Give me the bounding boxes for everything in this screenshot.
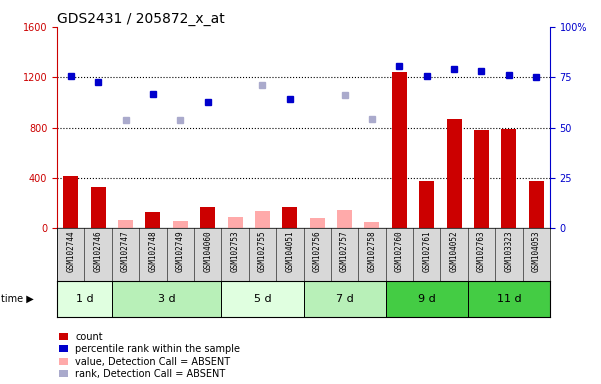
Text: GSM104053: GSM104053 bbox=[532, 230, 541, 272]
Text: 5 d: 5 d bbox=[254, 294, 271, 304]
Bar bbox=[310, 218, 325, 228]
Bar bbox=[392, 72, 407, 228]
Bar bbox=[57, 281, 112, 317]
Text: GSM102760: GSM102760 bbox=[395, 230, 404, 272]
Text: 11 d: 11 d bbox=[496, 294, 521, 304]
Bar bbox=[63, 175, 78, 228]
Text: GSM103323: GSM103323 bbox=[504, 230, 513, 272]
Text: 7 d: 7 d bbox=[336, 294, 353, 304]
Bar bbox=[172, 221, 188, 228]
Bar bbox=[228, 217, 243, 228]
Text: 3 d: 3 d bbox=[158, 294, 175, 304]
Text: 9 d: 9 d bbox=[418, 294, 436, 304]
Bar bbox=[118, 220, 133, 228]
Bar bbox=[474, 130, 489, 228]
Text: GSM102746: GSM102746 bbox=[94, 230, 103, 272]
Bar bbox=[468, 281, 550, 317]
Bar bbox=[200, 207, 215, 228]
Legend: count, percentile rank within the sample, value, Detection Call = ABSENT, rank, : count, percentile rank within the sample… bbox=[59, 332, 240, 379]
Bar bbox=[282, 207, 297, 228]
Text: time ▶: time ▶ bbox=[1, 294, 34, 304]
Text: GSM102748: GSM102748 bbox=[148, 230, 157, 272]
Bar bbox=[255, 211, 270, 228]
Bar bbox=[529, 180, 544, 228]
Text: GSM104060: GSM104060 bbox=[203, 230, 212, 272]
Bar bbox=[304, 281, 386, 317]
Text: GSM102753: GSM102753 bbox=[231, 230, 240, 272]
Text: GSM102755: GSM102755 bbox=[258, 230, 267, 272]
Bar bbox=[337, 210, 352, 228]
Text: 1 d: 1 d bbox=[76, 294, 93, 304]
Text: GSM102761: GSM102761 bbox=[423, 230, 431, 272]
Bar bbox=[145, 212, 160, 228]
Text: GSM102747: GSM102747 bbox=[121, 230, 130, 272]
Bar bbox=[91, 187, 106, 228]
Text: GSM102758: GSM102758 bbox=[367, 230, 376, 272]
Bar bbox=[501, 129, 516, 228]
Bar bbox=[419, 180, 435, 228]
Bar bbox=[112, 281, 221, 317]
Bar bbox=[447, 119, 462, 228]
Text: GSM102749: GSM102749 bbox=[176, 230, 185, 272]
Bar bbox=[221, 281, 304, 317]
Text: GSM104052: GSM104052 bbox=[450, 230, 459, 272]
Bar bbox=[364, 222, 379, 228]
Text: GDS2431 / 205872_x_at: GDS2431 / 205872_x_at bbox=[57, 12, 225, 26]
Text: GSM102744: GSM102744 bbox=[66, 230, 75, 272]
Text: GSM102763: GSM102763 bbox=[477, 230, 486, 272]
Text: GSM104051: GSM104051 bbox=[285, 230, 294, 272]
Bar bbox=[386, 281, 468, 317]
Text: GSM102756: GSM102756 bbox=[313, 230, 322, 272]
Text: GSM102757: GSM102757 bbox=[340, 230, 349, 272]
